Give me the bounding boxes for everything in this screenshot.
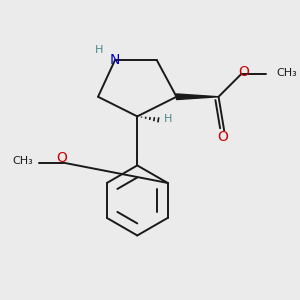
- Text: O: O: [238, 64, 249, 79]
- Text: O: O: [56, 151, 67, 165]
- Text: H: H: [95, 45, 104, 55]
- Text: N: N: [110, 53, 120, 67]
- Text: H: H: [164, 114, 172, 124]
- Text: CH₃: CH₃: [276, 68, 297, 78]
- Polygon shape: [176, 94, 218, 100]
- Text: O: O: [217, 130, 228, 144]
- Text: CH₃: CH₃: [13, 156, 34, 166]
